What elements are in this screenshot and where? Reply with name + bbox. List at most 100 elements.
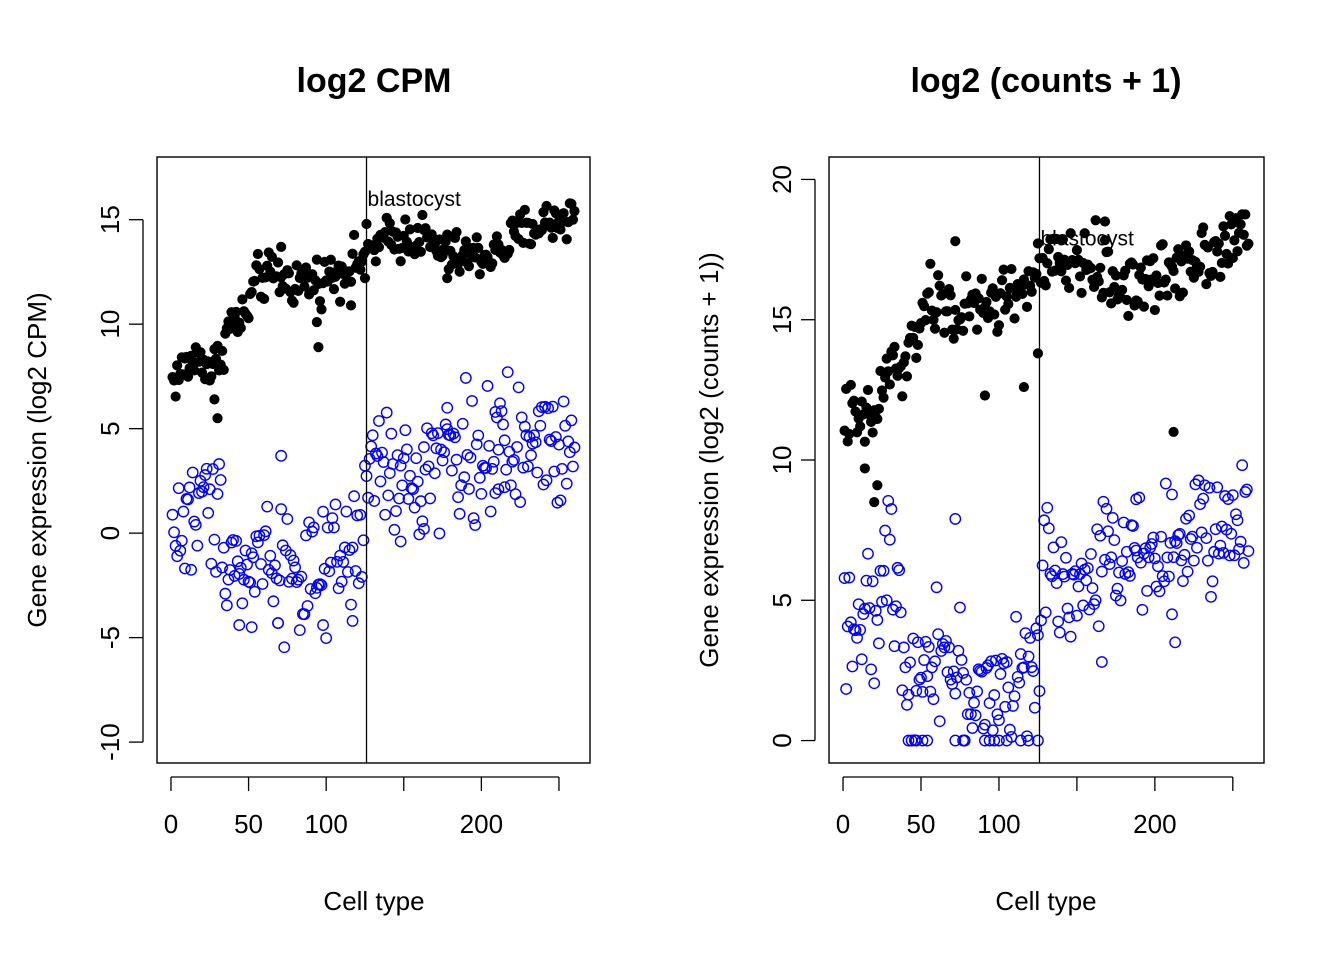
- data-point-open: [458, 471, 471, 484]
- data-point-open: [930, 581, 943, 594]
- data-point-open: [891, 561, 904, 574]
- data-point-open: [428, 467, 441, 480]
- data-point-open: [234, 561, 247, 574]
- data-point-open: [947, 665, 960, 678]
- data-point-filled: [989, 309, 1000, 320]
- data-point-filled: [1009, 313, 1020, 324]
- y-tick-label: 5: [95, 421, 125, 435]
- data-point-open: [849, 624, 862, 637]
- data-point-open: [969, 709, 982, 722]
- data-point-filled: [314, 296, 326, 307]
- data-point-open: [1231, 514, 1244, 527]
- data-point-open: [1189, 478, 1202, 491]
- data-point-open: [857, 608, 870, 620]
- data-point-filled: [1071, 245, 1083, 256]
- data-point-filled: [325, 254, 336, 265]
- data-point-open: [418, 441, 430, 453]
- x-tick-label: 50: [234, 809, 263, 839]
- data-point-filled: [335, 296, 346, 307]
- data-point-filled: [1213, 238, 1224, 249]
- data-point-open: [517, 461, 530, 474]
- data-point-open: [400, 443, 413, 456]
- data-point-filled: [887, 350, 899, 361]
- y-axis-label: Gene expression (log2 (counts + 1)): [694, 252, 724, 668]
- data-point-open: [1095, 565, 1108, 578]
- data-point-open: [543, 433, 556, 446]
- data-point-open: [272, 617, 284, 629]
- data-point-open: [882, 494, 895, 507]
- data-point-filled: [867, 427, 878, 438]
- data-point-open: [331, 555, 343, 568]
- data-point-open: [220, 599, 233, 612]
- data-point-open: [466, 395, 478, 407]
- data-point-open: [1159, 477, 1172, 490]
- data-point-open: [1103, 558, 1116, 570]
- data-point-open: [954, 601, 966, 614]
- data-point-open: [941, 666, 954, 679]
- data-point-filled: [1085, 262, 1097, 274]
- data-point-open: [855, 653, 868, 666]
- data-point-open: [349, 565, 362, 577]
- data-point-open: [292, 573, 305, 586]
- data-point-filled: [1198, 222, 1209, 233]
- data-point-filled: [170, 391, 181, 402]
- y-tick-label: 20: [767, 165, 797, 194]
- data-point-open: [1236, 459, 1249, 472]
- x-tick-label: 0: [836, 809, 850, 839]
- data-point-filled: [1042, 258, 1053, 269]
- x-tick-label: 0: [164, 809, 178, 839]
- data-point-open: [1032, 629, 1044, 642]
- data-point-filled: [1160, 274, 1171, 285]
- data-point-open: [851, 631, 863, 644]
- data-point-open: [1145, 538, 1158, 550]
- data-point-open: [340, 505, 353, 518]
- y-tick-label: 15: [767, 305, 797, 334]
- data-point-filled: [855, 421, 866, 432]
- data-point-open: [921, 734, 934, 747]
- y-tick-label: 10: [95, 310, 125, 339]
- data-point-open: [1113, 566, 1125, 579]
- data-point-filled: [487, 258, 498, 269]
- data-point-open: [1183, 509, 1196, 522]
- data-point-open: [236, 597, 249, 610]
- data-point-open: [1050, 577, 1063, 590]
- data-point-filled: [328, 284, 340, 295]
- data-point-filled: [878, 392, 889, 403]
- data-point-open: [562, 435, 575, 448]
- data-point-filled: [1238, 229, 1249, 240]
- data-point-open: [1105, 551, 1118, 564]
- data-point-filled: [873, 403, 884, 414]
- data-point-filled: [209, 394, 220, 405]
- data-point-open: [506, 455, 519, 468]
- data-point-open: [467, 512, 480, 525]
- data-point-open: [1114, 594, 1127, 607]
- data-point-filled: [1090, 215, 1101, 226]
- data-point-open: [189, 518, 202, 531]
- data-point-filled: [1032, 238, 1044, 249]
- data-point-open: [549, 431, 562, 443]
- data-point-open: [1242, 545, 1255, 557]
- data-point-open: [897, 641, 910, 654]
- data-point-open: [1116, 555, 1129, 568]
- data-point-open: [1102, 525, 1114, 538]
- data-point-open: [509, 488, 522, 501]
- data-point-open: [551, 496, 564, 509]
- data-point-filled: [1031, 268, 1042, 280]
- data-point-filled: [1099, 216, 1111, 227]
- data-point-open: [534, 419, 547, 432]
- data-point-open: [217, 541, 230, 554]
- data-point-open: [902, 734, 915, 747]
- data-point-filled: [1194, 261, 1206, 272]
- data-point-filled: [454, 266, 465, 277]
- data-point-filled: [291, 260, 302, 271]
- data-point-filled: [1120, 265, 1131, 276]
- data-point-open: [1014, 734, 1027, 747]
- data-point-open: [883, 533, 896, 546]
- data-point-open: [1000, 734, 1013, 747]
- data-point-open: [435, 443, 447, 456]
- data-point-open: [843, 571, 856, 584]
- data-point-open: [278, 641, 291, 654]
- data-point-open: [877, 564, 890, 577]
- data-point-open: [1237, 556, 1250, 569]
- data-point-open: [323, 565, 336, 578]
